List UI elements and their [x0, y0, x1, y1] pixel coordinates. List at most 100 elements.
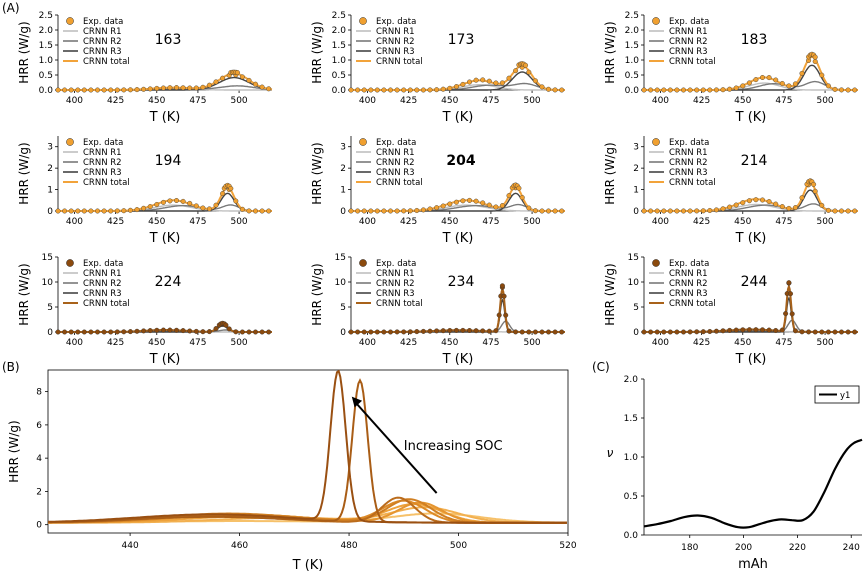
exp-data-point: [799, 70, 805, 76]
y-tick-label: 2: [47, 164, 53, 174]
exp-data-point: [819, 72, 825, 78]
legend-label: Exp. data: [83, 138, 123, 148]
exp-data-point: [727, 86, 733, 92]
exp-data-point: [206, 206, 212, 212]
exp-data-point: [819, 202, 825, 208]
exp-data-point: [187, 85, 193, 91]
exp-data-point: [839, 329, 845, 335]
panel-c: 0.0 0.5 1.0 1.5 2.0 180 200 220 240 mAh ν y1: [607, 375, 863, 572]
exp-data-point: [381, 329, 387, 335]
exp-data-point: [760, 327, 766, 333]
exp-data-point: [427, 87, 433, 93]
exp-data-point: [68, 87, 74, 93]
subplot-label: 204: [446, 153, 475, 169]
y-axis-label: ν: [607, 446, 614, 460]
exp-data-point: [355, 87, 361, 93]
exp-data-point: [799, 195, 805, 201]
exp-data-point: [55, 208, 61, 214]
x-tick-label: 450: [148, 338, 165, 348]
soc-arrow-head: [351, 396, 363, 408]
legend-label: CRNN R1: [83, 269, 122, 279]
exp-data-point: [812, 54, 818, 60]
y-tick-label: 0: [340, 207, 346, 217]
exp-data-point: [733, 327, 739, 333]
legend-label: CRNN R1: [669, 148, 708, 158]
exp-data-point: [552, 329, 558, 335]
exp-data-point: [532, 208, 538, 214]
exp-data-point: [180, 85, 186, 91]
exp-data-point: [501, 293, 507, 299]
x-tick-label: 475: [482, 217, 499, 227]
y-tick-label: 1.0: [39, 56, 54, 66]
exp-data-point: [503, 312, 509, 318]
exp-data-point: [401, 329, 407, 335]
x-tick-label: 475: [482, 96, 499, 106]
y-tick-label: 1.5: [39, 41, 53, 51]
x-tick-label: 400: [652, 96, 669, 106]
exp-data-point: [266, 329, 272, 335]
y-axis-label: HRR (W/g): [17, 263, 31, 325]
x-tick-label: 425: [107, 217, 124, 227]
exp-data-point: [68, 208, 74, 214]
exp-data-point: [62, 329, 68, 335]
y-tick-label: 2.5: [39, 11, 53, 21]
exp-data-point: [667, 208, 673, 214]
exp-data-point: [499, 80, 505, 86]
x-tick-label: 440: [122, 541, 139, 551]
exp-data-point: [480, 200, 486, 206]
y-tick-label: 0.0: [39, 86, 54, 96]
exp-data-point: [374, 208, 380, 214]
exp-data-point: [233, 198, 239, 204]
x-tick-label: 425: [107, 338, 124, 348]
exp-data-point: [740, 200, 746, 206]
subplot-234: 0 5 10 15 400 425 450 475 500 T (K) HRR (W/g) Exp. …: [310, 253, 565, 367]
x-tick-label: 450: [441, 217, 458, 227]
subplot-label: 173: [448, 32, 475, 48]
exp-data-point: [852, 329, 858, 335]
subplot-label: 214: [741, 153, 768, 169]
exp-data-point: [121, 208, 127, 214]
exp-data-point: [733, 202, 739, 208]
exp-data-point: [394, 87, 400, 93]
exp-data-point: [88, 87, 94, 93]
x-axis-label: mAh: [738, 557, 768, 572]
exp-data-point: [506, 328, 512, 334]
exp-data-point: [799, 329, 805, 335]
y-tick-label: 5: [340, 303, 346, 313]
exp-data-point: [154, 327, 160, 333]
exp-data-point: [252, 81, 258, 87]
exp-data-point: [394, 329, 400, 335]
exp-data-point: [114, 208, 120, 214]
exp-data-point: [414, 87, 420, 93]
y-tick-label: 0.5: [39, 71, 53, 81]
y-axis-label: HRR (W/g): [603, 263, 617, 325]
y-tick-label: 2.5: [332, 11, 346, 21]
y-axis-label: HRR (W/g): [17, 142, 31, 204]
exp-data-point: [526, 329, 532, 335]
exp-data-point: [546, 86, 552, 92]
exp-data-point: [852, 208, 858, 214]
legend-label: CRNN R2: [83, 37, 122, 47]
exp-data-point: [94, 87, 100, 93]
exp-data-point: [467, 197, 473, 203]
exp-data-point: [753, 77, 759, 83]
exp-data-point: [740, 83, 746, 89]
exp-data-point: [694, 208, 700, 214]
exp-data-point: [246, 208, 252, 214]
exp-data-point: [180, 198, 186, 204]
exp-data-point: [414, 329, 420, 335]
exp-data-point: [440, 328, 446, 334]
crnn-r3-line: [644, 64, 858, 91]
x-tick-label: 500: [816, 217, 833, 227]
exp-data-point: [127, 329, 133, 335]
x-tick-label: 500: [523, 96, 540, 106]
x-tick-label: 180: [681, 543, 698, 553]
x-tick-label: 400: [652, 338, 669, 348]
y-tick-label: 0.0: [624, 531, 639, 541]
legend-label: CRNN R1: [669, 27, 708, 37]
y-tick-label: 15: [335, 253, 346, 263]
exp-data-point: [447, 328, 453, 334]
x-tick-label: 425: [400, 96, 417, 106]
